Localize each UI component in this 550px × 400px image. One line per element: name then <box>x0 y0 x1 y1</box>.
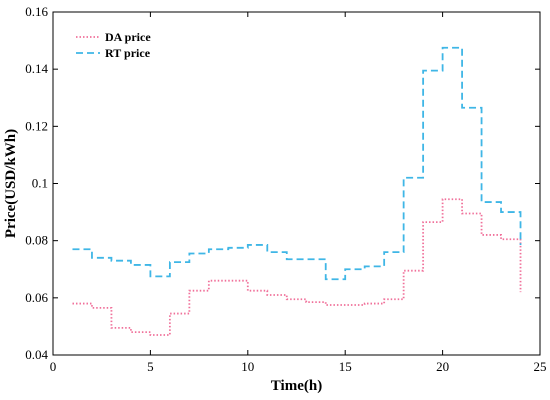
x-tick-label: 10 <box>241 359 254 374</box>
y-tick-label: 0.12 <box>25 118 48 133</box>
y-tick-label: 0.16 <box>25 4 48 19</box>
y-tick-label: 0.06 <box>25 290 48 305</box>
series-line-rt-price <box>72 46 522 281</box>
plot-area <box>52 11 541 356</box>
x-tick-label: 15 <box>339 359 352 374</box>
y-tick-label: 0.08 <box>25 233 48 248</box>
x-tick-label: 20 <box>436 359 449 374</box>
series-group <box>72 46 522 336</box>
x-tick-label: 25 <box>534 359 547 374</box>
y-tick-label: 0.1 <box>32 176 48 191</box>
legend-box <box>69 24 159 66</box>
series-line-da-price <box>72 198 522 336</box>
y-axis-title: Price(USD/kWh) <box>3 129 19 238</box>
plot-frame <box>52 11 541 356</box>
legend: DA price RT price <box>69 24 159 66</box>
y-tick-label: 0.14 <box>25 61 48 76</box>
x-tick-label: 5 <box>147 359 154 374</box>
legend-label: RT price <box>105 46 151 60</box>
legend-label: DA price <box>105 30 151 44</box>
x-tick-label: 0 <box>50 359 57 374</box>
x-axis-title: Time(h) <box>271 378 322 394</box>
y-tick-label: 0.04 <box>25 347 48 362</box>
axes: 0 5 10 15 20 25 0.04 0.06 0.08 0.1 0.12 0.14 0.16 Tim… <box>3 4 547 394</box>
